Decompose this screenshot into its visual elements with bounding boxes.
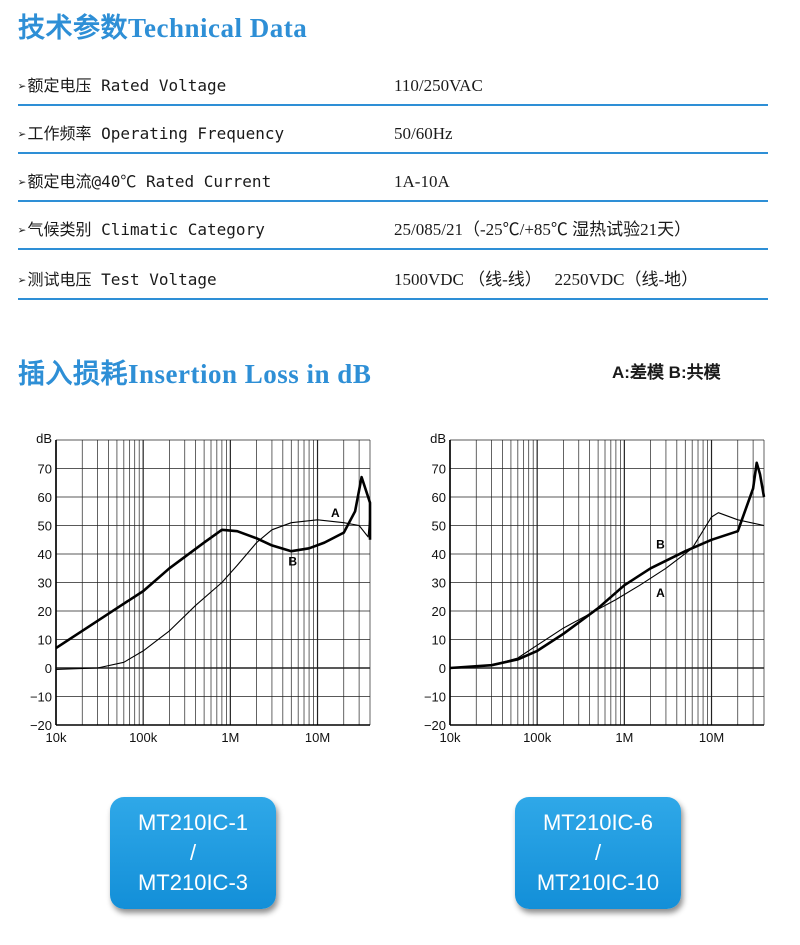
- y-tick-label: −10: [424, 690, 446, 705]
- model-button-mt210ic-6-10[interactable]: MT210IC-6 / MT210IC-10: [515, 797, 681, 909]
- row-divider: [18, 298, 768, 300]
- y-tick-label: −10: [30, 690, 52, 705]
- x-tick-label: 100k: [129, 730, 158, 745]
- row-divider: [18, 248, 768, 250]
- y-tick-label: 40: [38, 547, 52, 562]
- spec-row-operating-frequency: ➢工作频率 Operating Frequency 50/60Hz: [18, 106, 768, 154]
- row-divider: [18, 104, 768, 106]
- y-tick-label: 40: [432, 547, 446, 562]
- y-axis-label: dB: [36, 431, 52, 446]
- spec-row-climatic-category: ➢气候类别 Climatic Category 25/085/21（-25℃/+…: [18, 202, 768, 250]
- y-tick-label: 0: [45, 661, 52, 676]
- model-separator: /: [189, 840, 197, 865]
- spec-value: 1500VDC （线-线） 2250VDC（线-地）: [394, 270, 699, 289]
- row-divider: [18, 200, 768, 202]
- x-tick-label: 1M: [615, 730, 633, 745]
- insertion-loss-chart-1: 70 60 50 40 30 20 10 0 −10 −20 dB 10k 100k 1M 10M A B: [10, 425, 380, 760]
- x-tick-label: 10M: [699, 730, 724, 745]
- y-tick-label: 60: [432, 490, 446, 505]
- arrow-bullet-icon: ➢: [18, 175, 27, 191]
- arrow-bullet-icon: ➢: [18, 127, 27, 143]
- spec-row-rated-current: ➢额定电流@40℃ Rated Current 1A-10A: [18, 154, 768, 202]
- insertion-loss-chart-2: 70 60 50 40 30 20 10 0 −10 −20 dB 10k 100k 1M 10M A B: [404, 425, 774, 760]
- spec-value: 1A-10A: [394, 172, 450, 191]
- model-separator: /: [594, 840, 602, 865]
- x-tick-label: 1M: [221, 730, 239, 745]
- technical-data-title: 技术参数Technical Data: [18, 13, 308, 43]
- spec-value: 110/250VAC: [394, 76, 483, 95]
- curve-a: [449, 512, 765, 669]
- y-tick-label: 10: [38, 633, 52, 648]
- curve-b: [449, 461, 766, 670]
- y-tick-label: 50: [432, 519, 446, 534]
- arrow-bullet-icon: ➢: [18, 79, 27, 95]
- series-label-b: B: [288, 554, 297, 568]
- chart-svg-1: 70 60 50 40 30 20 10 0 −10 −20 dB 10k 100k 1M 10M A B: [30, 431, 372, 745]
- model-line-3: MT210IC-3: [137, 870, 249, 895]
- insertion-loss-title: 插入损耗Insertion Loss in dB: [18, 359, 372, 389]
- series-label-b: B: [656, 537, 665, 551]
- y-tick-label: 30: [432, 576, 446, 591]
- curve-a: [55, 475, 372, 650]
- curve-legend-note: A:差模 B:共模: [612, 363, 721, 382]
- y-tick-label: 0: [439, 661, 446, 676]
- spec-label: 额定电流@40℃ Rated Current: [27, 172, 272, 191]
- y-tick-label: 20: [38, 604, 52, 619]
- series-label-a: A: [656, 586, 665, 600]
- model-button-mt210ic-1-3[interactable]: MT210IC-1 / MT210IC-3: [110, 797, 276, 909]
- y-tick-label: 20: [432, 604, 446, 619]
- y-axis-label: dB: [430, 431, 446, 446]
- spec-row-rated-voltage: ➢额定电压 Rated Voltage 110/250VAC: [18, 58, 768, 106]
- series-label-a: A: [331, 506, 340, 520]
- arrow-bullet-icon: ➢: [18, 223, 27, 239]
- spec-label: 测试电压 Test Voltage: [27, 270, 217, 289]
- spec-label: 工作频率 Operating Frequency: [27, 124, 285, 143]
- chart-svg-2: 70 60 50 40 30 20 10 0 −10 −20 dB 10k 100k 1M 10M A B: [424, 431, 766, 745]
- y-tick-label: 60: [38, 490, 52, 505]
- spec-value: 50/60Hz: [394, 124, 453, 143]
- spec-value: 25/085/21（-25℃/+85℃ 湿热试验21天）: [394, 220, 692, 239]
- model-line-1: MT210IC-6: [542, 810, 654, 835]
- y-tick-label: −20: [424, 718, 446, 733]
- arrow-bullet-icon: ➢: [18, 273, 27, 289]
- x-tick-label: 10k: [440, 730, 461, 745]
- y-tick-label: 70: [432, 462, 446, 477]
- curve-b: [55, 514, 371, 670]
- y-tick-label: 50: [38, 519, 52, 534]
- x-tick-label: 10k: [46, 730, 67, 745]
- row-divider: [18, 152, 768, 154]
- x-tick-label: 100k: [523, 730, 552, 745]
- y-tick-label: 30: [38, 576, 52, 591]
- spec-label: 额定电压 Rated Voltage: [27, 76, 227, 95]
- x-tick-label: 10M: [305, 730, 330, 745]
- model-line-1: MT210IC-1: [137, 810, 249, 835]
- spec-label: 气候类别 Climatic Category: [27, 220, 265, 239]
- model-line-3: MT210IC-10: [536, 870, 660, 895]
- y-tick-label: −20: [30, 718, 52, 733]
- y-tick-label: 10: [432, 633, 446, 648]
- spec-row-test-voltage: ➢测试电压 Test Voltage 1500VDC （线-线） 2250VDC…: [18, 252, 768, 300]
- y-tick-label: 70: [38, 462, 52, 477]
